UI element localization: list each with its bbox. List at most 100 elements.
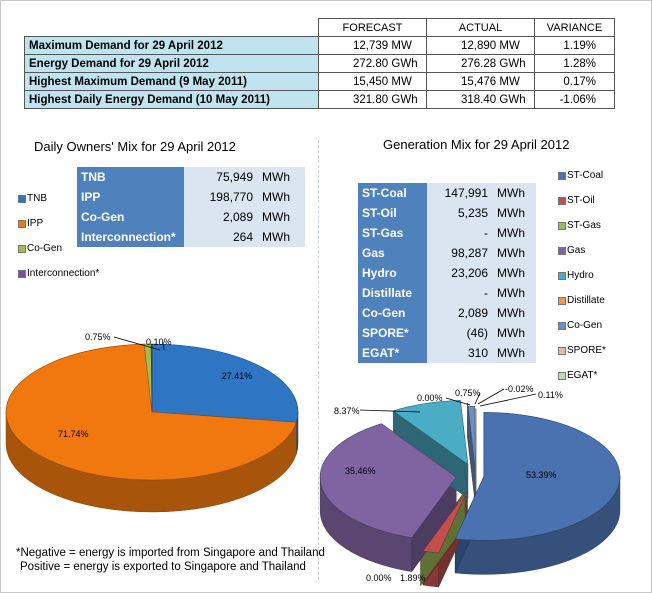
actual-value: 12,890 [461,39,497,52]
leader-line [445,397,471,406]
item-value: 2,089 [427,303,491,323]
legend-swatch [18,195,26,203]
table-row: Maximum Demand for 29 April 2012 12,739 … [24,36,615,55]
data-label-st-oil: 1.89% [400,573,426,583]
demand-table: FORECAST ACTUAL VARIANCE Maximum Demand … [24,18,615,109]
legend-label: EGAT* [567,370,598,381]
legend-label: IPP [27,218,44,229]
pie-slice-egat [474,408,477,474]
list-item: Gas 98,287 MWh [358,243,536,263]
actual-cell: 12,890 MW [426,36,535,55]
owners-pie: 27.41% 71.74% 0.75% 0.10% [5,332,299,513]
pie-slice-ipp [5,343,297,481]
pie-slice-st-coal [454,412,621,541]
pie-slice-co-gen [467,406,476,471]
item-unit: MWh [491,323,536,343]
actual-unit: GWh [499,93,526,106]
legend-label: Interconnection* [27,268,100,279]
forecast-unit: GWh [391,93,418,106]
data-label-hydro: 8.37% [334,406,360,416]
item-value: (46) [427,323,491,343]
legend-label: Co-Gen [567,320,603,331]
owners-value-box: TNB 75,949 MWh IPP 198,770 MWh Co-Gen 2,089 MW… [77,167,305,247]
list-item: Co-Gen 2,089 MWh [358,303,536,323]
data-label-co-gen: 0.75% [85,332,111,342]
legend-label: ST-Oil [567,195,595,206]
forecast-value: 12,739 [353,39,389,52]
owners-chart-title: Daily Owners' Mix for 29 April 2012 [34,139,236,154]
item-value: - [427,223,491,243]
item-label: Hydro [358,263,427,283]
item-unit: MWh [491,203,536,223]
legend-swatch [558,272,566,280]
item-value: 23,206 [427,263,491,283]
item-label: ST-Gas [358,223,427,243]
legend-swatch [18,220,26,228]
item-unit: MWh [491,183,536,203]
pie-slice-tnb [151,343,299,423]
list-item: IPP 198,770 MWh [77,187,305,207]
footnote-line-1: *Negative = energy is imported from Sing… [16,547,325,559]
legend-swatch [558,347,566,355]
actual-unit: MW [499,39,520,52]
actual-value: 15,476 [461,75,497,88]
item-unit: MWh [256,207,305,227]
table-row: Highest Maximum Demand (9 May 2011) 15,4… [24,72,615,91]
item-label: TNB [77,167,184,187]
data-label-co-gen: 0.75% [455,388,481,398]
item-unit: MWh [491,303,536,323]
data-label-spore: -0.02% [505,384,534,394]
actual-unit: MW [499,75,520,88]
actual-value: 276.28 [461,57,497,70]
variance-cell: 0.17% [534,72,615,91]
header-actual: ACTUAL [426,18,535,37]
generation-chart-title: Generation Mix for 29 April 2012 [383,137,570,152]
generation-value-box: ST-Coal 147,991 MWh ST-Oil 5,235 MWh ST-Gas -… [358,183,536,363]
legend-label: ST-Gas [567,220,601,231]
data-label-gas: 35.46% [345,466,376,476]
item-value: 147,991 [427,183,491,203]
list-item: Distillate - MWh [358,283,536,303]
table-row: Highest Daily Energy Demand (10 May 2011… [24,90,615,109]
leader-line [474,392,481,405]
legend-swatch [558,197,566,205]
legend-label: ST-Coal [567,170,604,181]
item-unit: MWh [256,167,305,187]
list-item: ST-Coal 147,991 MWh [358,183,536,203]
item-label: Interconnection* [77,227,184,247]
legend-swatch [558,172,566,180]
pie-slice-st-oil [422,490,468,554]
variance-cell: 1.19% [534,36,615,55]
leader-line [113,336,161,351]
legend-label: SPORE* [567,345,606,356]
legend-label: TNB [27,193,47,204]
actual-cell: 276.28 GWh [426,54,535,73]
item-label: EGAT* [358,343,427,363]
forecast-unit: GWh [391,57,418,70]
data-label-st-gas: 0.00% [366,573,392,583]
data-label-st-coal: 53.39% [526,470,557,480]
forecast-cell: 272.80 GWh [318,54,427,73]
list-item: Hydro 23,206 MWh [358,263,536,283]
item-label: IPP [77,187,184,207]
forecast-unit: MW [391,75,412,88]
item-value: 5,235 [427,203,491,223]
actual-cell: 318.40 GWh [426,90,535,109]
row-label: Highest Daily Energy Demand (10 May 2011… [24,90,319,109]
legend-swatch [558,372,566,380]
item-label: ST-Oil [358,203,427,223]
list-item: Co-Gen 2,089 MWh [77,207,305,227]
actual-value: 318.40 [461,93,497,106]
list-item: EGAT* 310 MWh [358,343,536,363]
leader-line [477,388,505,405]
legend-label: Distillate [567,295,605,306]
item-value: 310 [427,343,491,363]
legend-label: Hydro [567,270,594,281]
generation-pie: 53.39% 1.89% 0.00% 35.46% 8.37% 0.00% 0.75% -0.… [319,384,621,588]
list-item: SPORE* (46) MWh [358,323,536,343]
table-header-row: FORECAST ACTUAL VARIANCE [25,18,615,37]
list-item: ST-Oil 5,235 MWh [358,203,536,223]
legend-swatch [18,245,26,253]
item-unit: MWh [491,263,536,283]
data-label-egat: 0.11% [538,390,563,400]
